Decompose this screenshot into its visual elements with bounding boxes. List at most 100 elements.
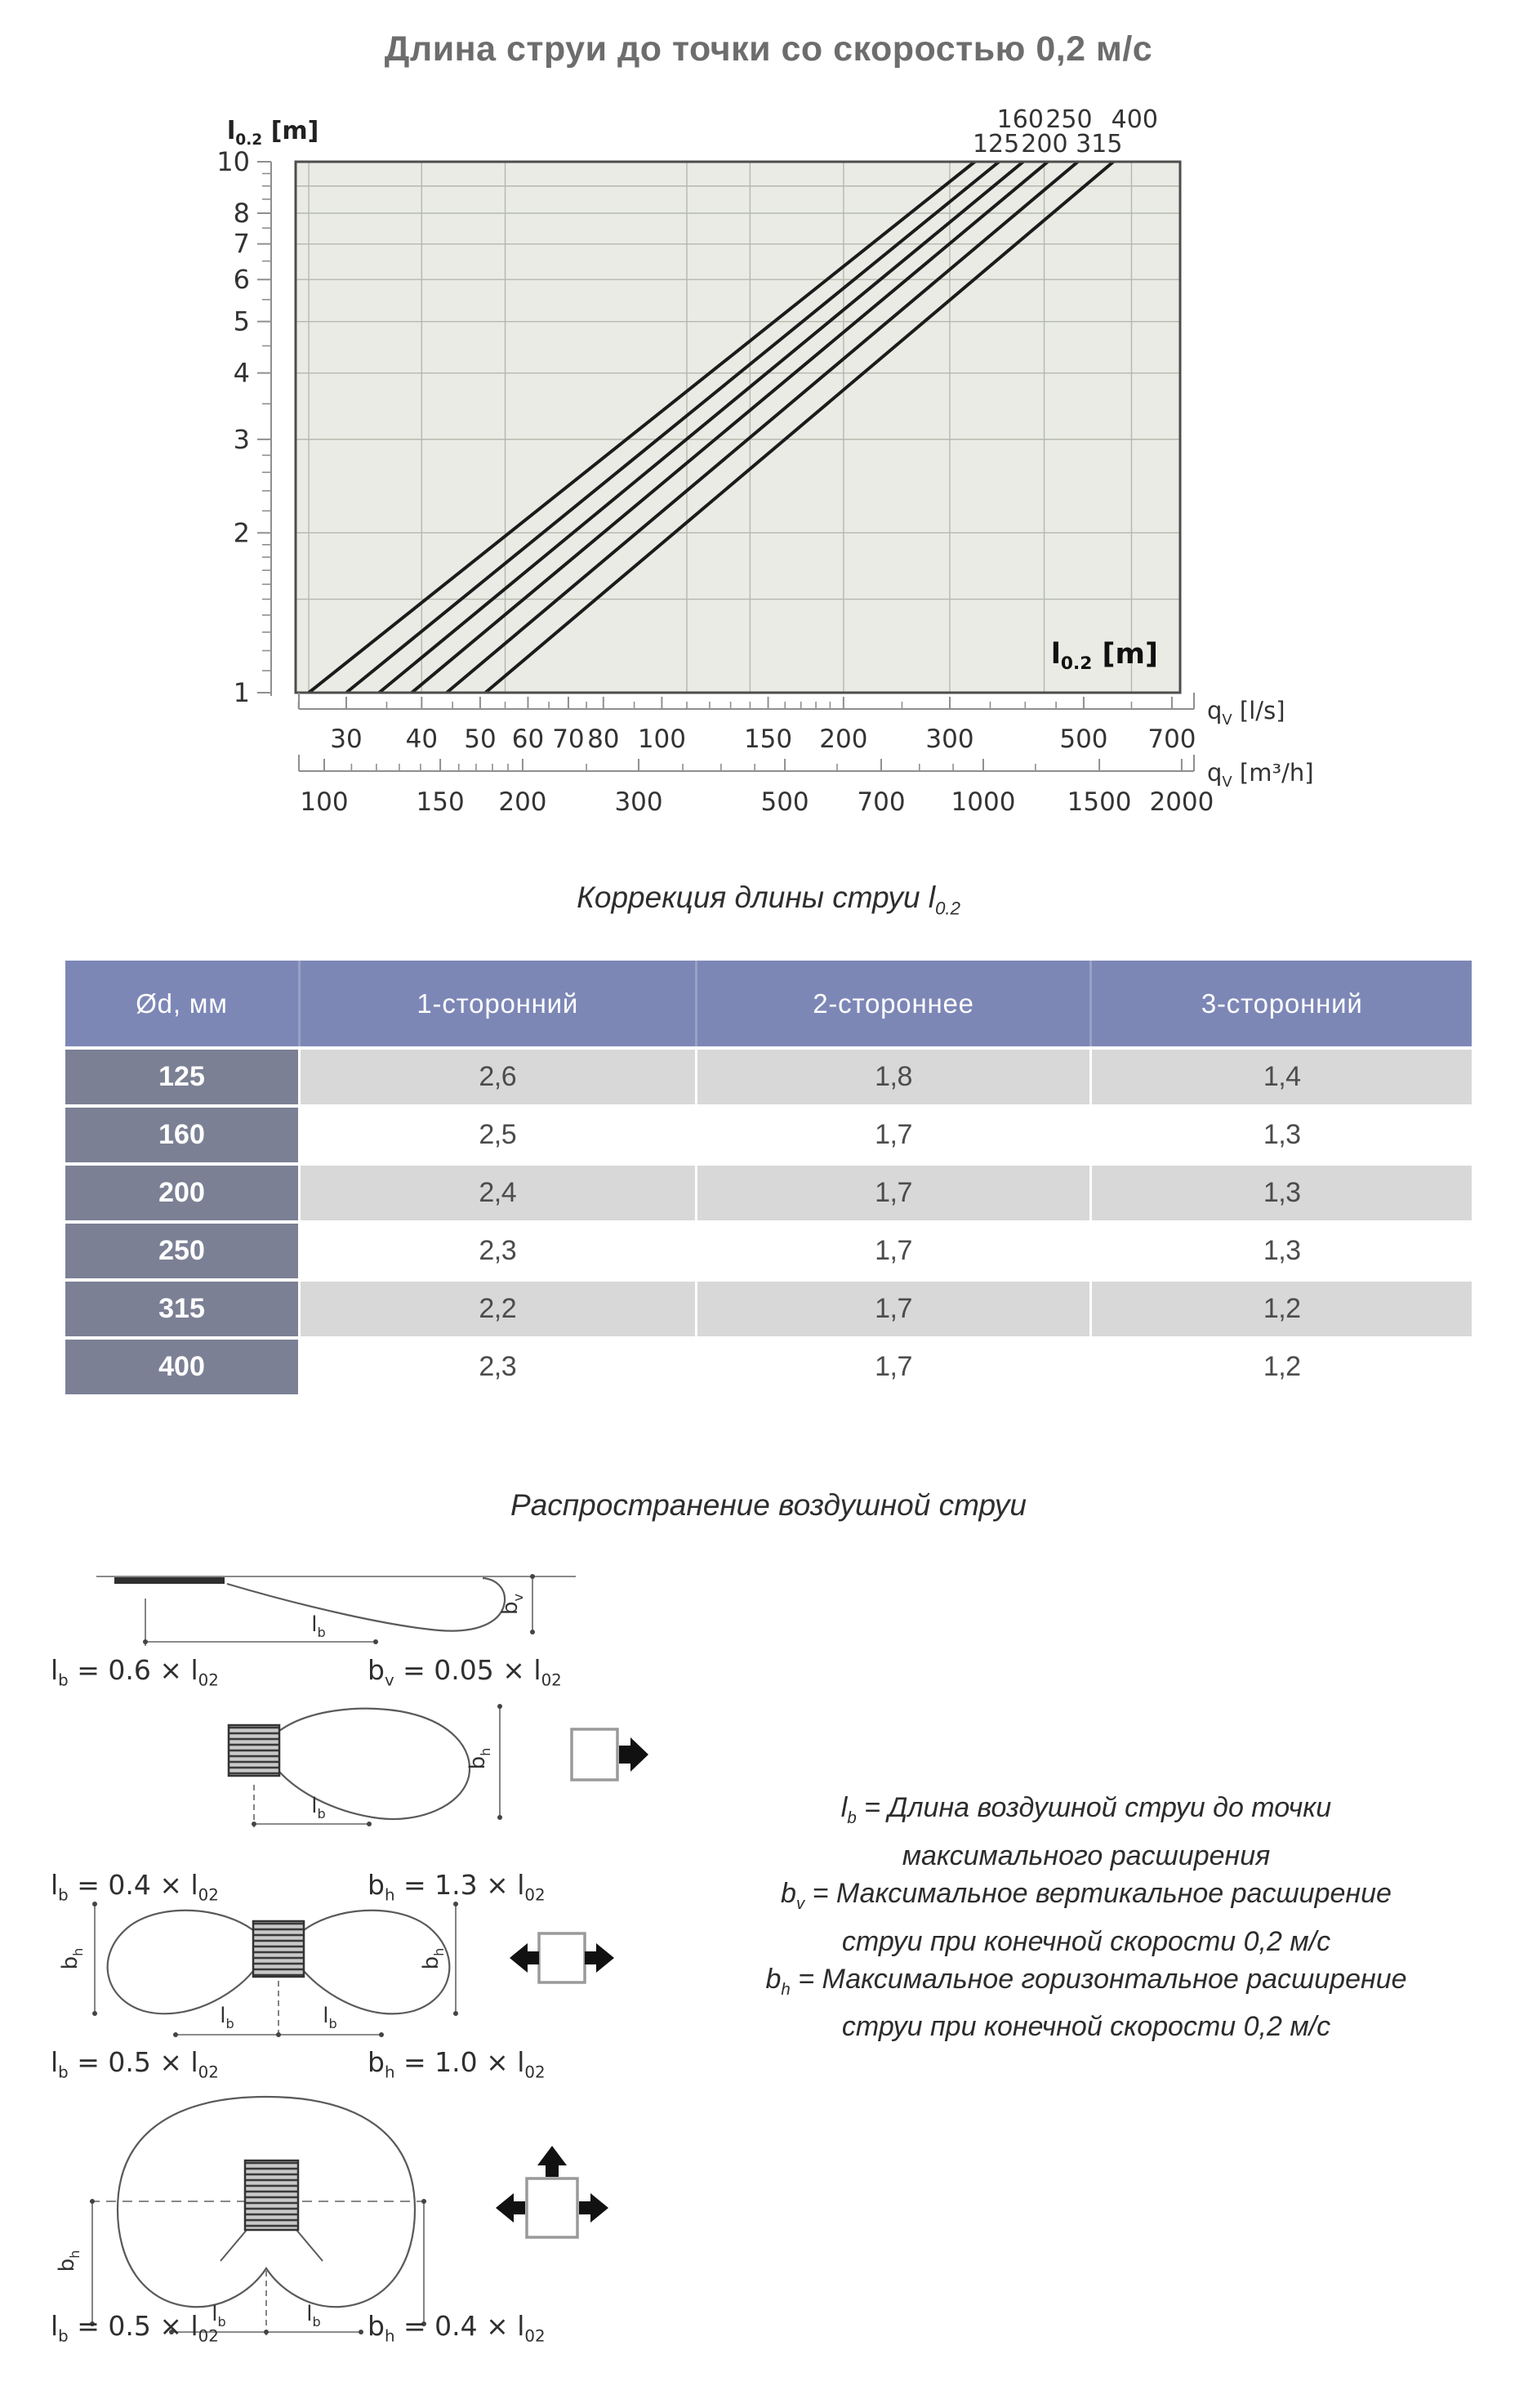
legend-line: струи при конечной скорости 0,2 м/с [841, 1925, 1331, 1957]
svg-text:2: 2 [234, 517, 250, 548]
diffuser-face [227, 1724, 281, 1777]
value-cell: 1,3 [1089, 1108, 1472, 1162]
lb-dim-label-left: lb [212, 2302, 225, 2330]
bv-dim-label: bv [498, 1594, 526, 1616]
svg-text:500: 500 [1059, 725, 1107, 754]
formula-bv-1: bv = 0.05 × l02 [368, 1654, 562, 1690]
value-cell: 1,7 [694, 1166, 1090, 1220]
svg-text:500: 500 [760, 787, 809, 817]
svg-text:200: 200 [498, 787, 546, 817]
value-cell: 1,8 [694, 1050, 1090, 1104]
table-row: 400 2,3 1,7 1,2 [65, 1340, 1472, 1394]
column-header: Ød, мм [136, 988, 228, 1019]
arrow-right-icon [585, 1943, 614, 1973]
diameter-cell: 160 [65, 1108, 298, 1162]
legend-line: максимального расширения [902, 1839, 1271, 1871]
diameter-cell: 125 [65, 1050, 298, 1104]
diameter-cell: 250 [65, 1224, 298, 1278]
x-axis-ls-ruler [297, 693, 1195, 710]
series-line-160 [345, 160, 1000, 694]
arrow-right-icon [619, 1737, 648, 1772]
svg-text:70: 70 [552, 725, 584, 754]
value-cell: 1,3 [1089, 1166, 1472, 1220]
svg-text:100: 100 [638, 725, 686, 754]
y-axis-ruler [257, 161, 272, 696]
y-axis-labels: 10 87 6 5 4 3 2 1 [216, 146, 250, 708]
lb-dim-label: lb [311, 1794, 325, 1822]
diagram-ceiling-jet: bv lb [96, 1574, 576, 1646]
svg-text:400: 400 [1112, 105, 1158, 134]
table-row: 200 2,4 1,7 1,3 [65, 1166, 1472, 1220]
correction-table: Ød, мм 1-сторонний 2-стороннее 3-сторонний … [65, 961, 1472, 1394]
lb-dim-label-right: lb [306, 2302, 320, 2330]
jet-lobe-left [106, 1909, 254, 2015]
table-header-row: Ød, мм 1-сторонний 2-стороннее 3-сторонний [65, 961, 1472, 1046]
arrow-left-icon [496, 2193, 525, 2223]
legend-line: bv = Максимальное вертикальное расширени… [781, 1877, 1392, 1913]
svg-text:3: 3 [234, 424, 250, 455]
table-row: 250 2,3 1,7 1,3 [65, 1224, 1472, 1278]
lb-dim-label: lb [311, 1612, 325, 1640]
value-cell: 2,4 [297, 1166, 695, 1220]
series-line-400 [484, 160, 1115, 694]
legend-line: bh = Максимальное горизонтальное расшире… [765, 1963, 1407, 1999]
table-row: 125 2,6 1,8 1,4 [65, 1050, 1472, 1104]
table-caption: Коррекция длины струи l0.2 [577, 881, 960, 919]
value-cell: 1,7 [694, 1224, 1090, 1278]
jet-boundary [226, 1576, 506, 1632]
arrow-up-icon [537, 2146, 567, 2177]
x-axis-ls-unit: qV [l/s] [1207, 697, 1285, 729]
jet-envelope [116, 2095, 417, 2308]
series-line-315 [445, 160, 1080, 694]
legend-line: lb = Длина воздушной струи до точки [840, 1792, 1332, 1827]
diameter-cell: 200 [65, 1166, 298, 1220]
svg-text:50: 50 [464, 725, 496, 754]
legend-line: струи при конечной скорости 0,2 м/с [841, 2011, 1331, 2043]
x-axis-m3h-ruler [298, 755, 1195, 772]
series-line-250 [410, 160, 1049, 694]
table-row: 315 2,2 1,7 1,2 [65, 1282, 1472, 1336]
svg-text:1500: 1500 [1067, 787, 1132, 817]
svg-text:80: 80 [587, 725, 619, 754]
svg-text:30: 30 [330, 725, 362, 754]
series-lines [307, 160, 1115, 694]
formula-lb-2: lb = 0.4 × l02 [51, 1869, 219, 1905]
svg-text:8: 8 [234, 198, 250, 229]
page-title: Длина струи до точки со скоростью 0,2 м/… [384, 29, 1153, 69]
svg-text:4: 4 [234, 358, 250, 389]
column-header: 2-стороннее [694, 961, 1090, 1046]
svg-text:7: 7 [234, 229, 250, 260]
diagram-one-way-throw: bh lb [227, 1704, 648, 1827]
formula-lb-3: lb = 0.5 × l02 [51, 2046, 219, 2082]
bh-dim-label: bh [466, 1748, 493, 1770]
value-cell: 2,3 [297, 1340, 695, 1394]
value-cell: 2,3 [297, 1224, 695, 1278]
table-row: 160 2,5 1,7 1,3 [65, 1108, 1472, 1162]
diameter-cell: 315 [65, 1282, 298, 1336]
x-axis-m3h-labels: 100 150 200 300 500 700 1000 1500 2000 [300, 787, 1214, 817]
bh-dim-label: bh [55, 2250, 82, 2272]
svg-text:40: 40 [406, 725, 438, 754]
svg-text:700: 700 [857, 787, 905, 817]
three-way-throw-icon [496, 2146, 608, 2239]
svg-text:60: 60 [512, 725, 544, 754]
svg-text:1000: 1000 [951, 787, 1016, 817]
jet-lobe-right [303, 1909, 451, 2015]
value-cell: 1,7 [694, 1108, 1090, 1162]
value-cell: 1,2 [1089, 1340, 1472, 1394]
svg-text:150: 150 [744, 725, 792, 754]
svg-text:200: 200 [1021, 130, 1067, 158]
value-cell: 2,6 [297, 1050, 695, 1104]
chart-corner-label: l0.2 [m] [1051, 638, 1158, 674]
formula-bh-2: bh = 1.3 × l02 [368, 1869, 546, 1905]
value-cell: 2,2 [297, 1282, 695, 1336]
formula-lb-1: lb = 0.6 × l02 [51, 1654, 219, 1690]
arrow-left-icon [510, 1943, 539, 1973]
svg-text:125: 125 [973, 130, 1019, 158]
svg-text:315: 315 [1076, 130, 1122, 158]
one-way-throw-icon [570, 1728, 648, 1781]
two-way-throw-icon [510, 1932, 614, 1984]
